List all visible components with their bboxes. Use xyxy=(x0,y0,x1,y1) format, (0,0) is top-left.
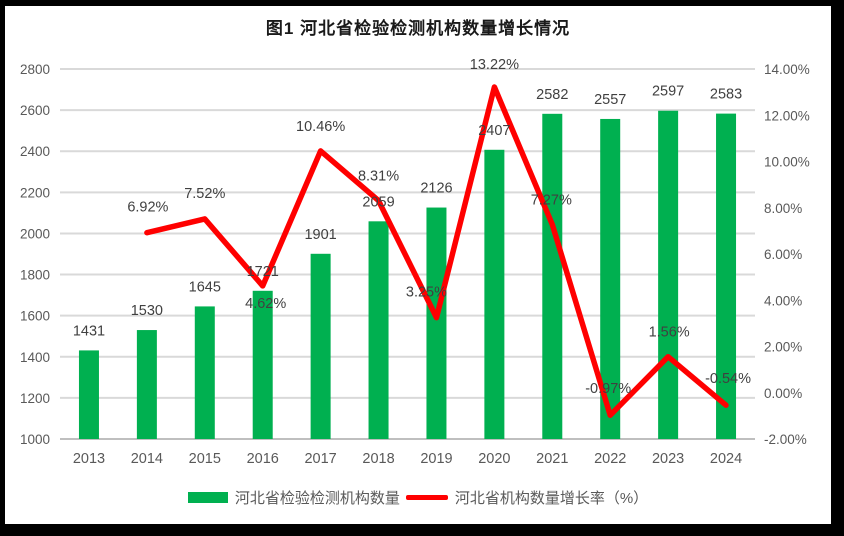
left-axis-tick-label: 2400 xyxy=(20,144,50,159)
bar-data-label: 1721 xyxy=(247,264,279,280)
bar-series-swatch xyxy=(187,492,228,503)
right-axis-tick-label: 12.00% xyxy=(764,108,810,123)
line-data-label: 6.92% xyxy=(127,200,168,216)
bar-data-label: 2557 xyxy=(594,92,626,108)
left-axis-tick-label: 1800 xyxy=(20,268,50,283)
left-axis-tick-label: 2000 xyxy=(20,226,50,241)
bar-data-label: 1645 xyxy=(189,279,221,295)
bar xyxy=(368,221,389,439)
line-data-label: 3.25% xyxy=(406,285,447,301)
right-axis-tick-label: 0.00% xyxy=(764,386,802,401)
bar-data-label: 2597 xyxy=(652,84,684,100)
bar-data-label: 2059 xyxy=(362,194,394,210)
line-data-label: 1.56% xyxy=(649,325,690,341)
bar xyxy=(658,110,679,439)
bar-data-label: 2582 xyxy=(536,87,568,103)
bar xyxy=(78,350,99,439)
right-axis-tick-label: 6.00% xyxy=(764,247,802,262)
legend-item-bar-series: 河北省检验检测机构数量 xyxy=(187,487,400,508)
bar-data-label: 1530 xyxy=(131,303,163,319)
x-axis-category-label: 2023 xyxy=(652,451,684,467)
left-axis-tick-label: 1600 xyxy=(20,309,50,324)
x-axis-category-label: 2020 xyxy=(478,451,510,467)
chart-legend: 河北省检验检测机构数量 河北省机构数量增长率（%） xyxy=(5,487,831,508)
right-axis-tick-label: 8.00% xyxy=(764,201,802,216)
left-axis-tick-label: 1400 xyxy=(20,350,50,365)
left-axis-tick-label: 1000 xyxy=(20,432,50,447)
bar-data-label: 1901 xyxy=(304,227,336,243)
chart-title: 图1 河北省检验检测机构数量增长情况 xyxy=(265,19,571,38)
right-axis-tick-label: 10.00% xyxy=(764,155,810,170)
line-data-label: -0.97% xyxy=(585,381,631,397)
line-series xyxy=(144,84,729,418)
x-axis-category-label: 2024 xyxy=(710,451,742,467)
line-data-label: -0.54% xyxy=(705,371,751,387)
bar xyxy=(484,149,505,440)
left-axis-tick-label: 2600 xyxy=(20,103,50,118)
legend-label-line-series: 河北省机构数量增长率（%） xyxy=(454,490,649,507)
line-data-label: 13.22% xyxy=(470,57,519,73)
bar xyxy=(310,253,331,439)
bar-data-label: 2126 xyxy=(420,181,452,197)
bar xyxy=(136,330,157,439)
right-axis-tick-label: -2.00% xyxy=(764,432,807,447)
left-axis-tick-label: 2200 xyxy=(20,185,50,200)
bar-data-label: 2407 xyxy=(478,123,510,139)
bar xyxy=(542,113,563,440)
left-axis-tick-label: 1200 xyxy=(20,391,50,406)
bar xyxy=(252,290,273,439)
bar xyxy=(426,207,447,439)
line-data-label: 7.52% xyxy=(184,186,225,202)
bar-data-label: 2583 xyxy=(710,87,742,103)
bar xyxy=(600,118,621,439)
x-axis-category-label: 2018 xyxy=(362,451,394,467)
x-axis-category-label: 2015 xyxy=(189,451,221,467)
right-axis-tick-label: 4.00% xyxy=(764,293,802,308)
line-series-swatch xyxy=(405,495,448,500)
bar xyxy=(194,306,215,439)
x-axis-category-label: 2014 xyxy=(131,451,163,467)
bar-data-label: 1431 xyxy=(73,323,105,339)
legend-item-line-series: 河北省机构数量增长率（%） xyxy=(405,487,649,508)
line-data-label: 10.46% xyxy=(296,119,345,135)
line-data-label: 7.27% xyxy=(531,193,572,209)
legend-label-bar-series: 河北省检验检测机构数量 xyxy=(234,490,400,507)
right-axis-tick-label: 2.00% xyxy=(764,340,802,355)
x-axis-category-label: 2019 xyxy=(420,451,452,467)
line-data-label: 4.62% xyxy=(245,296,286,312)
x-axis-category-label: 2016 xyxy=(247,451,279,467)
x-axis-category-label: 2021 xyxy=(536,451,568,467)
line-data-label: 8.31% xyxy=(358,169,399,185)
bar xyxy=(716,113,737,439)
x-axis-category-label: 2017 xyxy=(304,451,336,467)
x-axis-category-label: 2013 xyxy=(73,451,105,467)
x-axis-category-label: 2022 xyxy=(594,451,626,467)
left-axis-tick-label: 2800 xyxy=(20,62,50,77)
right-axis-tick-label: 14.00% xyxy=(764,62,810,77)
